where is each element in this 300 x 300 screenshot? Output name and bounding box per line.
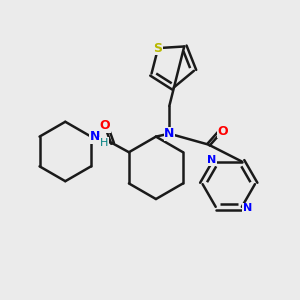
Text: S: S [154, 42, 163, 55]
Text: N: N [164, 127, 175, 140]
Text: O: O [218, 125, 228, 138]
Text: N: N [90, 130, 101, 143]
Text: H: H [100, 138, 108, 148]
Text: O: O [100, 119, 110, 132]
Text: N: N [208, 155, 217, 165]
Text: N: N [243, 203, 252, 213]
